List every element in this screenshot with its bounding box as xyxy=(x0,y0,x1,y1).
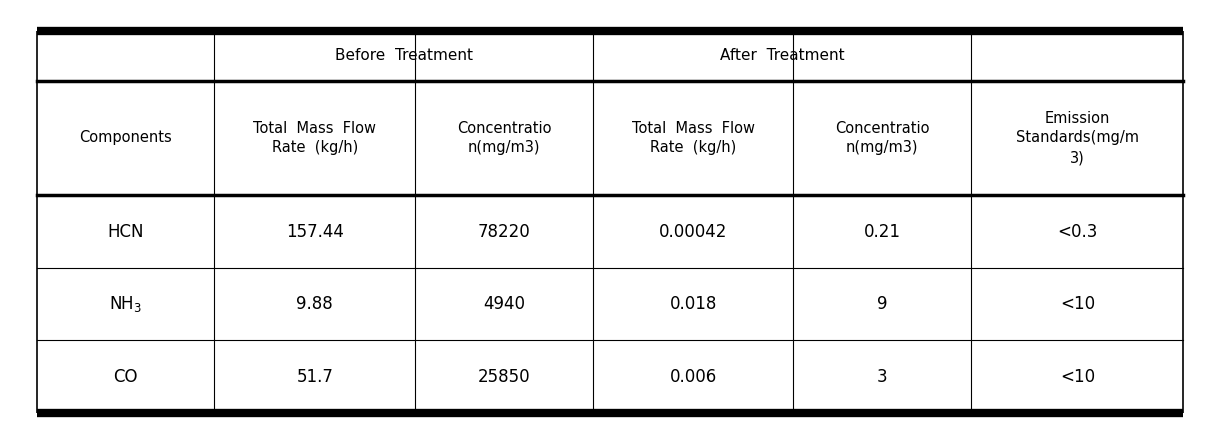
Text: 0.00042: 0.00042 xyxy=(659,222,727,241)
Text: 0.018: 0.018 xyxy=(670,295,717,313)
Text: 0.21: 0.21 xyxy=(864,222,900,241)
Text: Total  Mass  Flow
Rate  (kg/h): Total Mass Flow Rate (kg/h) xyxy=(632,121,755,155)
Text: 3: 3 xyxy=(877,368,888,386)
Text: 51.7: 51.7 xyxy=(296,368,333,386)
Text: 25850: 25850 xyxy=(477,368,531,386)
Text: 9.88: 9.88 xyxy=(296,295,333,313)
Text: Concentratio
n(mg/m3): Concentratio n(mg/m3) xyxy=(836,121,930,155)
Text: 4940: 4940 xyxy=(483,295,525,313)
Text: After  Treatment: After Treatment xyxy=(720,48,844,63)
Text: Concentratio
n(mg/m3): Concentratio n(mg/m3) xyxy=(456,121,551,155)
Text: HCN: HCN xyxy=(107,222,144,241)
Text: 78220: 78220 xyxy=(477,222,531,241)
Text: 157.44: 157.44 xyxy=(285,222,344,241)
Text: 9: 9 xyxy=(877,295,888,313)
Text: Before  Treatment: Before Treatment xyxy=(334,48,472,63)
Text: Components: Components xyxy=(79,131,172,146)
Text: <0.3: <0.3 xyxy=(1058,222,1098,241)
Text: Total  Mass  Flow
Rate  (kg/h): Total Mass Flow Rate (kg/h) xyxy=(254,121,376,155)
Text: Emission
Standards(mg/m
3): Emission Standards(mg/m 3) xyxy=(1016,111,1138,165)
Text: NH$_3$: NH$_3$ xyxy=(109,294,142,314)
Text: 0.006: 0.006 xyxy=(670,368,717,386)
Text: <10: <10 xyxy=(1060,368,1094,386)
Text: <10: <10 xyxy=(1060,295,1094,313)
Text: CO: CO xyxy=(113,368,138,386)
